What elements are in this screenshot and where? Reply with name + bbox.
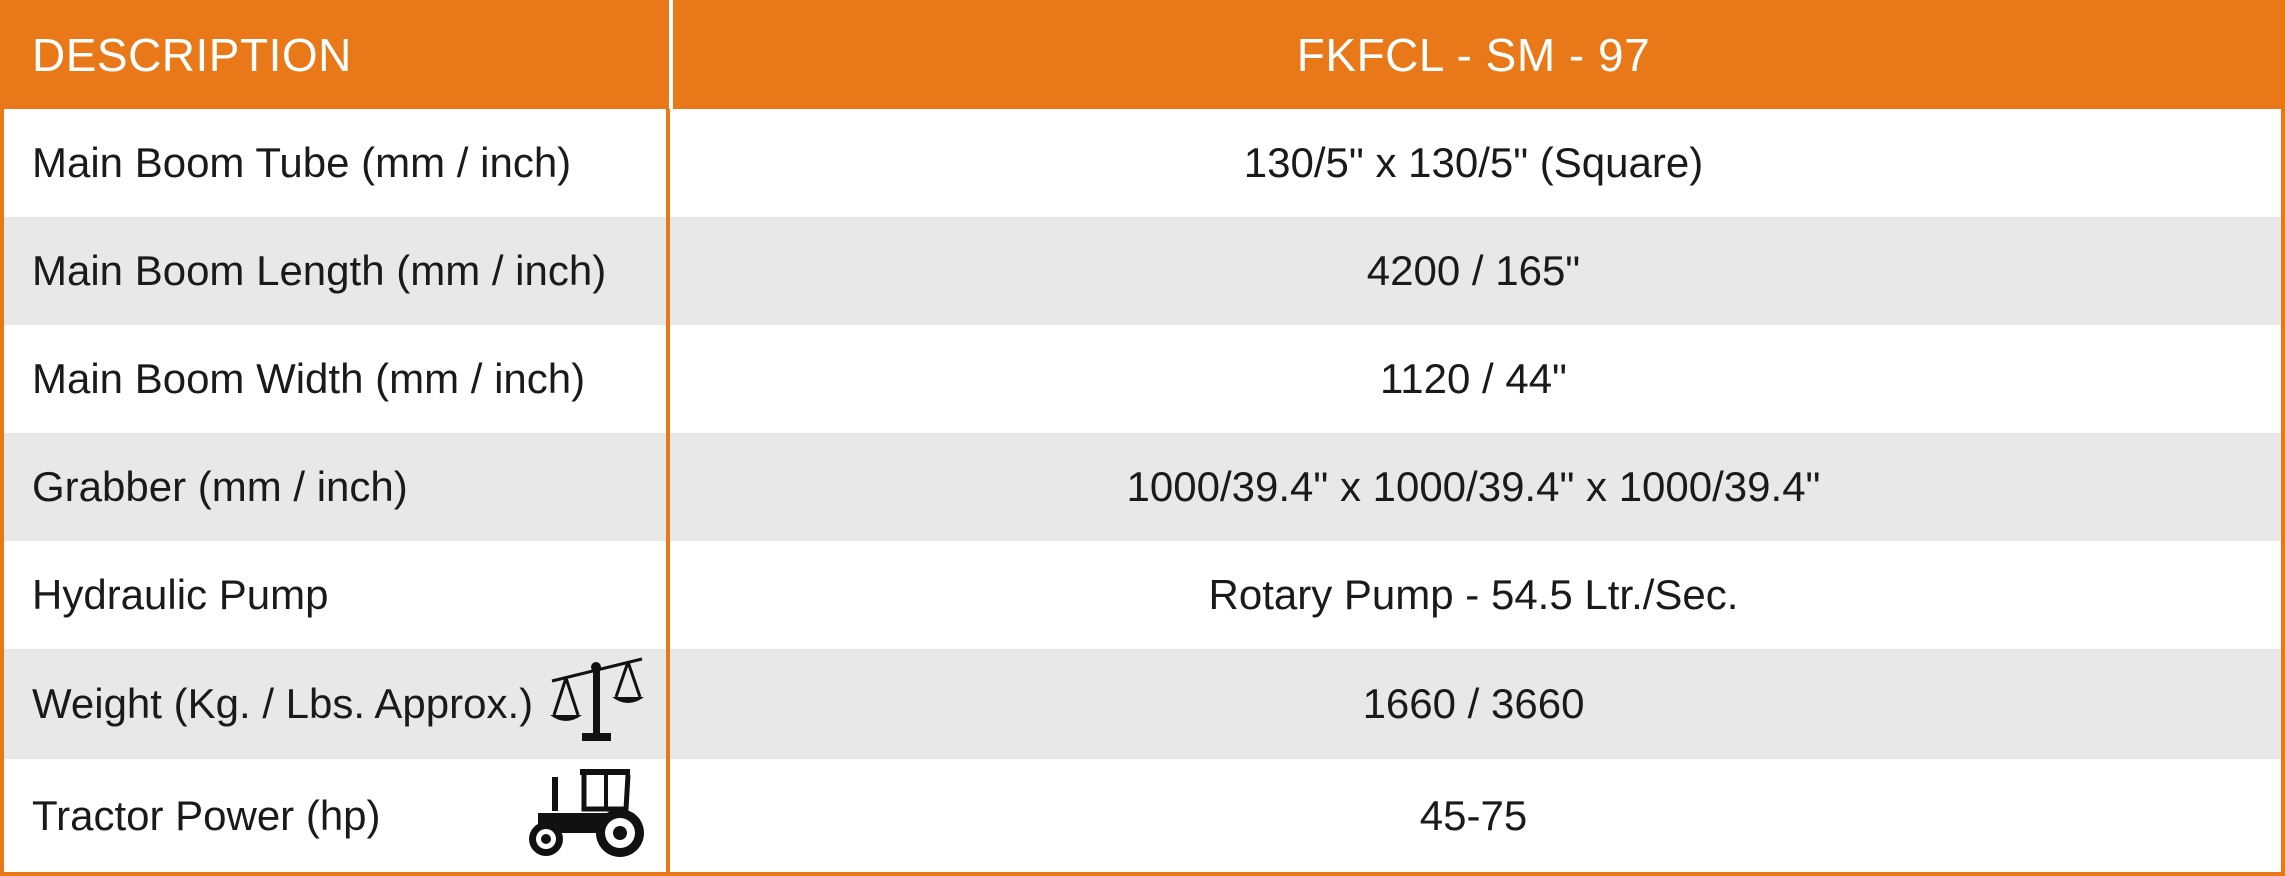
row-label: Weight (Kg. / Lbs. Approx.) bbox=[32, 680, 534, 727]
table-row: Tractor Power (hp) 45-75 bbox=[4, 759, 2281, 872]
table-row: Weight (Kg. / Lbs. Approx.) bbox=[4, 649, 2281, 759]
table-row: Main Boom Tube (mm / inch) 130/5" x 130/… bbox=[4, 109, 2281, 217]
table-row: Main Boom Width (mm / inch) 1120 / 44" bbox=[4, 325, 2281, 433]
row-value: 1120 / 44" bbox=[1380, 355, 1567, 402]
header-column-divider bbox=[669, 0, 673, 109]
header-model: FKFCL - SM - 97 bbox=[1296, 28, 1651, 81]
table-header-row: DESCRIPTION FKFCL - SM - 97 bbox=[4, 0, 2281, 109]
row-value: 130/5" x 130/5" (Square) bbox=[1243, 139, 1704, 186]
row-label: Grabber (mm / inch) bbox=[32, 463, 408, 510]
table-row: Grabber (mm / inch) 1000/39.4" x 1000/39… bbox=[4, 433, 2281, 541]
table-row: Main Boom Length (mm / inch) 4200 / 165" bbox=[4, 217, 2281, 325]
row-label: Main Boom Width (mm / inch) bbox=[32, 355, 586, 402]
row-value: Rotary Pump - 54.5 Ltr./Sec. bbox=[1208, 571, 1739, 618]
row-value: 1660 / 3660 bbox=[1362, 680, 1585, 727]
table-row: Hydraulic Pump Rotary Pump - 54.5 Ltr./S… bbox=[4, 541, 2281, 649]
row-label-with-icon: Tractor Power (hp) bbox=[4, 759, 666, 872]
row-label: Hydraulic Pump bbox=[32, 571, 329, 618]
balance-scale-icon bbox=[540, 651, 652, 757]
row-value: 4200 / 165" bbox=[1366, 247, 1581, 294]
row-label: Main Boom Length (mm / inch) bbox=[32, 247, 607, 294]
row-value: 45-75 bbox=[1419, 791, 1528, 839]
row-label: Main Boom Tube (mm / inch) bbox=[32, 139, 572, 186]
row-label: Tractor Power (hp) bbox=[32, 791, 381, 839]
tractor-icon bbox=[524, 763, 652, 869]
header-description: DESCRIPTION bbox=[32, 28, 352, 81]
column-divider bbox=[666, 0, 670, 872]
row-value: 1000/39.4" x 1000/39.4" x 1000/39.4" bbox=[1126, 463, 1821, 510]
row-label-with-icon: Weight (Kg. / Lbs. Approx.) bbox=[4, 649, 666, 759]
